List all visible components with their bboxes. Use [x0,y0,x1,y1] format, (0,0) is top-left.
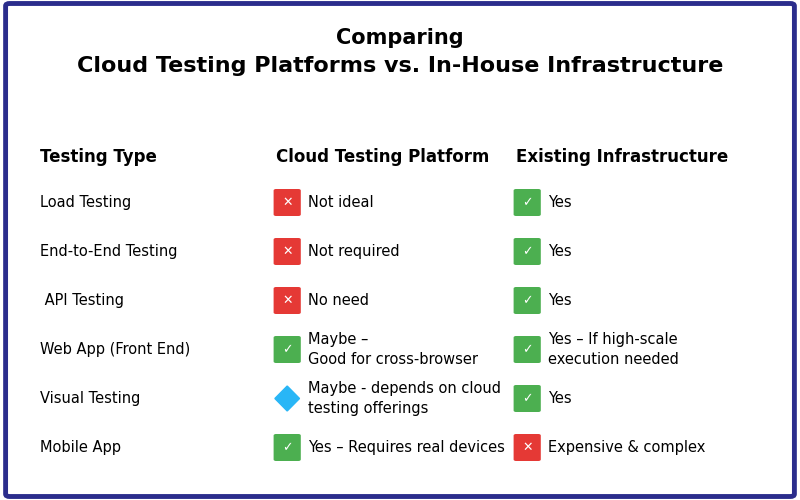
FancyBboxPatch shape [514,287,541,314]
FancyBboxPatch shape [514,385,541,412]
Text: ✕: ✕ [282,196,293,209]
Text: Maybe –
Good for cross-browser: Maybe – Good for cross-browser [308,332,478,367]
Text: ✕: ✕ [282,294,293,307]
Text: ✓: ✓ [282,343,293,356]
FancyBboxPatch shape [514,336,541,363]
Text: Not required: Not required [308,244,400,259]
Text: Expensive & complex: Expensive & complex [548,440,706,455]
Text: Existing Infrastructure: Existing Infrastructure [516,148,728,166]
Text: Not ideal: Not ideal [308,195,374,210]
Text: Yes: Yes [548,391,572,406]
FancyBboxPatch shape [274,287,301,314]
Polygon shape [275,386,299,411]
FancyBboxPatch shape [274,434,301,461]
Text: ✕: ✕ [282,245,293,258]
Text: Cloud Testing Platform: Cloud Testing Platform [276,148,490,166]
Text: Yes: Yes [548,293,572,308]
Text: ✓: ✓ [522,294,533,307]
Text: Maybe - depends on cloud
testing offerings: Maybe - depends on cloud testing offerin… [308,381,501,416]
Text: Yes: Yes [548,244,572,259]
Text: No need: No need [308,293,369,308]
FancyBboxPatch shape [274,336,301,363]
Text: ✓: ✓ [522,392,533,405]
Text: Comparing: Comparing [336,28,464,48]
Text: ✕: ✕ [522,441,533,454]
Text: End-to-End Testing: End-to-End Testing [40,244,178,259]
Text: Yes: Yes [548,195,572,210]
Text: ✓: ✓ [522,196,533,209]
FancyBboxPatch shape [514,238,541,265]
Text: ✓: ✓ [522,343,533,356]
Text: Cloud Testing Platforms vs. In-House Infrastructure: Cloud Testing Platforms vs. In-House Inf… [77,56,723,76]
Text: ✓: ✓ [522,245,533,258]
Text: Web App (Front End): Web App (Front End) [40,342,190,357]
Text: API Testing: API Testing [40,293,124,308]
FancyBboxPatch shape [274,189,301,216]
Text: Load Testing: Load Testing [40,195,131,210]
Text: ✓: ✓ [282,441,293,454]
FancyBboxPatch shape [514,434,541,461]
FancyBboxPatch shape [274,238,301,265]
FancyBboxPatch shape [6,4,794,496]
FancyBboxPatch shape [514,189,541,216]
Text: Testing Type: Testing Type [40,148,157,166]
Text: Yes – Requires real devices: Yes – Requires real devices [308,440,505,455]
Text: Mobile App: Mobile App [40,440,121,455]
Text: Visual Testing: Visual Testing [40,391,140,406]
Text: Yes – If high-scale
execution needed: Yes – If high-scale execution needed [548,332,679,367]
